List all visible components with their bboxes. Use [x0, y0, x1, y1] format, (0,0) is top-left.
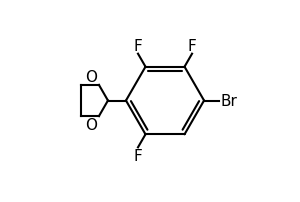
Text: F: F: [134, 39, 142, 53]
Text: O: O: [85, 118, 97, 133]
Text: F: F: [134, 149, 142, 163]
Text: Br: Br: [220, 94, 237, 108]
Text: F: F: [188, 39, 197, 53]
Text: O: O: [85, 69, 97, 84]
